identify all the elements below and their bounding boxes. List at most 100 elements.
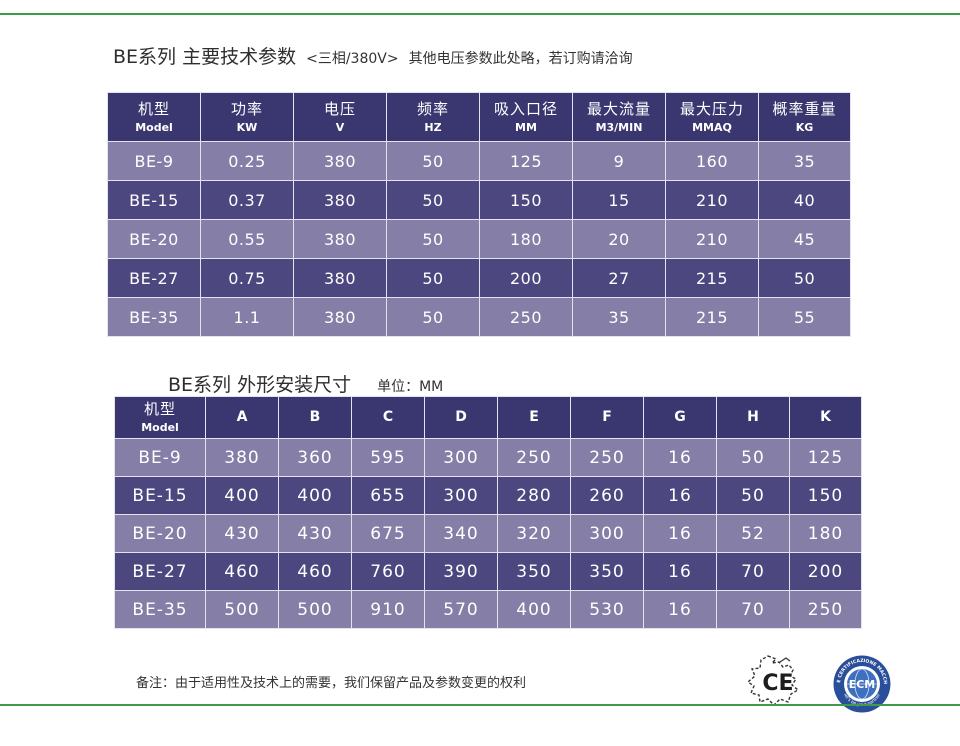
table-cell: 15 (572, 180, 666, 220)
table-cell: 0.37 (200, 180, 294, 220)
table-cell: 430 (278, 514, 352, 553)
table-cell: 380 (293, 219, 387, 259)
section1-title: BE系列 主要技术参数 <三相/380V> 其他电压参数此处略，若订购请洽询 (113, 42, 633, 69)
table-cell: 380 (293, 141, 387, 181)
table-cell: 0.55 (200, 219, 294, 259)
table-cell: BE-15 (107, 180, 201, 220)
section1-title-note: 其他电压参数此处略，若订购请洽询 (408, 51, 633, 67)
section1-title-sub: <三相/380V> (306, 51, 399, 67)
table-cell: 500 (205, 590, 279, 629)
table-cell: 400 (278, 476, 352, 515)
table-cell: 210 (665, 180, 759, 220)
table-cell: 1.1 (200, 297, 294, 337)
header-cell: G (643, 396, 717, 439)
header-cell: A (205, 396, 279, 439)
table-cell: 70 (716, 552, 790, 591)
table-cell: 390 (424, 552, 498, 591)
table-cell: 460 (278, 552, 352, 591)
header-cell: 频率 HZ (386, 92, 480, 142)
table-cell: 300 (424, 476, 498, 515)
top-divider (0, 13, 960, 15)
table-cell: 9 (572, 141, 666, 181)
table-cell: 50 (386, 180, 480, 220)
header-cell: 概率重量 KG (758, 92, 851, 142)
table-cell: 0.75 (200, 258, 294, 298)
table-cell: 250 (570, 438, 644, 477)
table-cell: 570 (424, 590, 498, 629)
table-cell: 150 (789, 476, 862, 515)
table-cell: 380 (293, 297, 387, 337)
table-cell: 530 (570, 590, 644, 629)
europe-outline-shape (746, 655, 800, 706)
table-cell: 50 (386, 141, 480, 181)
table-cell: 250 (789, 590, 862, 629)
table-cell: 260 (570, 476, 644, 515)
ce-mark-logo: CE (746, 655, 800, 706)
main-parameters-table: 机型 Model 功率 KW 电压 V 频率 HZ 吸入口径 MM 最大流量 M3/MIN … (107, 92, 851, 337)
header-cell: 电压 V (293, 92, 387, 142)
table-cell: 215 (665, 258, 759, 298)
table-cell: BE-20 (107, 219, 201, 259)
table-cell: BE-35 (107, 297, 201, 337)
table-row: BE-15 0.37 380 50 150 15 210 40 (107, 180, 851, 220)
table-cell: 380 (205, 438, 279, 477)
table-cell: 200 (789, 552, 862, 591)
table-cell: 20 (572, 219, 666, 259)
table-cell: 55 (758, 297, 851, 337)
table-cell: 50 (758, 258, 851, 298)
header-cell: 机型 Model (107, 92, 201, 142)
table-cell: 35 (572, 297, 666, 337)
table-cell: BE-20 (114, 514, 206, 553)
table-cell: 40 (758, 180, 851, 220)
table-cell: 160 (665, 141, 759, 181)
table-row: BE-15 400 400 655 300 280 260 16 50 150 (114, 476, 862, 515)
table-cell: 460 (205, 552, 279, 591)
table-cell: 50 (386, 258, 480, 298)
table-cell: 52 (716, 514, 790, 553)
table-cell: 35 (758, 141, 851, 181)
table-cell: 250 (479, 297, 573, 337)
header-cell: K (789, 396, 862, 439)
section2-title-main: BE系列 外形安装尺寸 (168, 374, 352, 396)
header-cell: C (351, 396, 425, 439)
table-cell: 150 (479, 180, 573, 220)
table-cell: BE-9 (107, 141, 201, 181)
header-cell: 功率 KW (200, 92, 294, 142)
table-cell: 16 (643, 476, 717, 515)
table-cell: 125 (479, 141, 573, 181)
header-cell: F (570, 396, 644, 439)
table-cell: 300 (570, 514, 644, 553)
table-cell: 350 (497, 552, 571, 591)
table-cell: 16 (643, 438, 717, 477)
ecm-certification-logo: ENTE CERTIFICAZIONE MACCHINE let's be yo… (832, 654, 891, 713)
table-cell: 27 (572, 258, 666, 298)
section2-title: BE系列 外形安装尺寸 单位：MM (168, 370, 443, 397)
header-cell: 机型 Model (114, 396, 206, 439)
table-cell: BE-15 (114, 476, 206, 515)
map-detail-shape (779, 657, 791, 663)
table-cell: BE-27 (107, 258, 201, 298)
table-cell: 340 (424, 514, 498, 553)
header-cell: H (716, 396, 790, 439)
table-cell: 500 (278, 590, 352, 629)
table-cell: 380 (293, 180, 387, 220)
table-row: BE-9 380 360 595 300 250 250 16 50 125 (114, 438, 862, 477)
table-row: BE-35 500 500 910 570 400 530 16 70 250 (114, 590, 862, 629)
table-cell: 180 (789, 514, 862, 553)
table-cell: 360 (278, 438, 352, 477)
header-cell: 最大压力 MMAQ (665, 92, 759, 142)
header-cell: B (278, 396, 352, 439)
table-header-row: 机型 Model A B C D E F G H K (114, 396, 862, 439)
table-row: BE-20 430 430 675 340 320 300 16 52 180 (114, 514, 862, 553)
table-cell: 380 (293, 258, 387, 298)
table-cell: BE-9 (114, 438, 206, 477)
table-cell: 50 (716, 438, 790, 477)
table-cell: 760 (351, 552, 425, 591)
header-cell: 最大流量 M3/MIN (572, 92, 666, 142)
table-header-row: 机型 Model 功率 KW 电压 V 频率 HZ 吸入口径 MM 最大流量 M3/MIN … (107, 92, 851, 142)
table-cell: 675 (351, 514, 425, 553)
table-row: BE-27 460 460 760 390 350 350 16 70 200 (114, 552, 862, 591)
table-cell: 655 (351, 476, 425, 515)
ce-mark-text: CE (762, 671, 793, 696)
installation-dimensions-table: 机型 Model A B C D E F G H K BE-9 380 360 5… (114, 396, 862, 629)
